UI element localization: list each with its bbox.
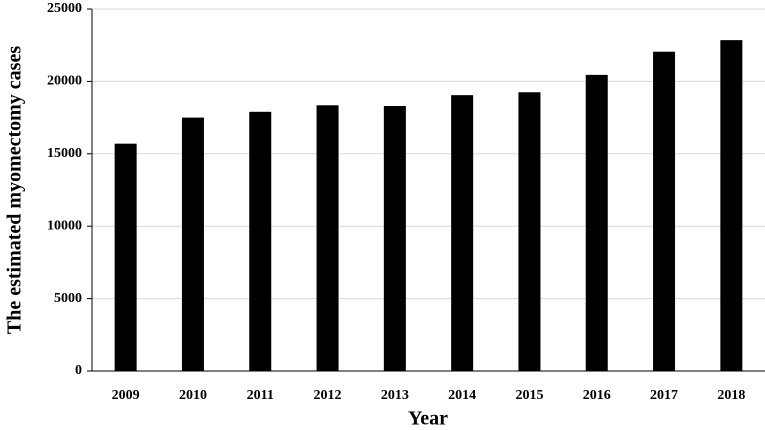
x-tick-label: 2013: [381, 388, 409, 403]
y-axis-title: The estimated myomectomy cases: [4, 46, 26, 334]
x-tick-label: 2009: [112, 388, 140, 403]
x-tick-label: 2014: [448, 388, 476, 403]
x-tick-label: 2018: [717, 388, 745, 403]
bar: [114, 143, 137, 371]
bar: [720, 40, 743, 372]
bar: [653, 51, 676, 371]
bar: [249, 111, 272, 372]
bar: [181, 117, 204, 371]
y-tick-label: 0: [75, 363, 82, 378]
x-tick-label: 2016: [583, 388, 611, 403]
x-tick-label: 2017: [650, 388, 678, 403]
y-tick-label: 20000: [47, 74, 82, 89]
y-tick-label: 10000: [47, 218, 82, 233]
x-tick-label: 2010: [179, 388, 207, 403]
bar: [316, 105, 339, 372]
bar: [451, 95, 474, 371]
bar: [585, 74, 608, 371]
x-axis-title: Year: [408, 408, 448, 430]
bar: [518, 92, 541, 371]
x-tick-label: 2015: [515, 388, 543, 403]
y-tick-label: 15000: [47, 146, 82, 161]
x-tick-label: 2011: [247, 388, 274, 403]
bar: [383, 106, 406, 372]
x-tick-label: 2012: [314, 388, 342, 403]
y-tick-label: 5000: [54, 291, 82, 306]
y-tick-label: 25000: [47, 1, 82, 16]
